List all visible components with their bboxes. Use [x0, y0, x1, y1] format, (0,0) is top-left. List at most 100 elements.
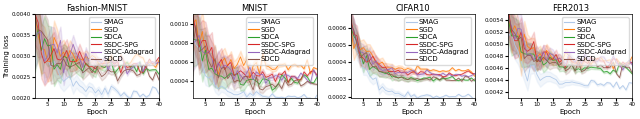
SGD [250, 65, 257, 67]
SDCA [350, 35, 358, 37]
SDCD [517, 36, 525, 38]
SDCD [297, 85, 305, 87]
SSDC-SPG [202, 40, 209, 41]
SSDC-Adagrad [95, 60, 102, 62]
SGD [133, 53, 141, 54]
SSDC-Adagrad [628, 64, 636, 66]
SDCD [391, 77, 399, 78]
SMAG [612, 81, 620, 83]
SGD [508, 32, 515, 34]
SMAG [549, 77, 557, 79]
SDCA [291, 82, 298, 83]
SSDC-Adagrad [237, 74, 244, 76]
SSDC-Adagrad [455, 74, 463, 75]
SGD [527, 48, 534, 50]
SDCD [253, 76, 260, 77]
SDCA [72, 64, 80, 65]
SMAG [449, 96, 456, 97]
SSDC-SPG [581, 61, 589, 62]
SSDC-Adagrad [508, 26, 515, 27]
SDCD [511, 33, 518, 34]
SSDC-Adagrad [575, 55, 582, 56]
SDCD [524, 54, 531, 56]
SMAG [31, 40, 39, 41]
SSDC-SPG [436, 74, 444, 75]
SDCD [44, 39, 52, 41]
SSDC-Adagrad [347, 26, 355, 27]
SMAG [275, 97, 282, 98]
SDCD [294, 79, 301, 80]
SMAG [559, 83, 566, 85]
SSDC-SPG [265, 75, 273, 77]
SSDC-Adagrad [593, 61, 601, 63]
SSDC-Adagrad [294, 78, 301, 79]
SSDC-Adagrad [202, 53, 209, 55]
SGD [565, 55, 573, 57]
SMAG [622, 89, 630, 91]
SSDC-SPG [559, 59, 566, 61]
Line: SSDC-SPG: SSDC-SPG [35, 14, 159, 73]
SDCA [385, 72, 392, 73]
SSDC-SPG [366, 60, 374, 61]
SSDC-Adagrad [426, 72, 434, 73]
SGD [139, 57, 147, 59]
SMAG [568, 81, 576, 83]
SDCD [587, 60, 595, 62]
SSDC-Adagrad [152, 63, 159, 64]
SDCD [111, 71, 118, 72]
SMAG [593, 84, 601, 86]
SDCA [549, 60, 557, 61]
SSDC-Adagrad [224, 66, 232, 67]
SDCD [47, 64, 54, 66]
SGD [66, 50, 74, 51]
SMAG [423, 94, 431, 96]
SSDC-Adagrad [211, 73, 219, 74]
SSDC-SPG [420, 72, 428, 73]
SSDC-SPG [546, 58, 554, 60]
SGD [458, 70, 466, 72]
SDCA [35, 29, 42, 30]
SSDC-SPG [378, 67, 386, 68]
SDCA [287, 78, 295, 79]
SMAG [192, 44, 200, 45]
SMAG [202, 75, 209, 77]
SDCD [300, 83, 308, 85]
SGD [397, 67, 405, 69]
SMAG [584, 85, 592, 87]
SDCA [101, 67, 109, 68]
SMAG [546, 76, 554, 77]
SDCD [628, 72, 636, 74]
SDCA [397, 76, 405, 78]
SSDC-SPG [410, 71, 418, 72]
SSDC-SPG [572, 61, 579, 62]
SSDC-Adagrad [41, 61, 49, 62]
SMAG [66, 75, 74, 77]
SSDC-Adagrad [101, 57, 109, 58]
SMAG [426, 95, 434, 96]
SMAG [410, 94, 418, 95]
SSDC-SPG [520, 48, 528, 49]
SSDC-SPG [353, 35, 361, 37]
SSDC-Adagrad [369, 64, 377, 65]
SDCA [404, 79, 412, 80]
SSDC-SPG [375, 64, 383, 65]
SSDC-Adagrad [596, 56, 604, 58]
SDCA [504, 19, 512, 20]
Title: FER2013: FER2013 [552, 4, 589, 13]
SGD [92, 57, 99, 58]
SDCA [536, 56, 544, 57]
SMAG [504, 36, 512, 37]
SSDC-SPG [211, 71, 219, 73]
SMAG [606, 82, 614, 84]
SDCD [234, 80, 241, 81]
SGD [612, 58, 620, 59]
SDCA [189, 38, 196, 40]
SDCA [391, 75, 399, 77]
SSDC-SPG [313, 74, 321, 75]
SSDC-Adagrad [413, 74, 421, 75]
SSDC-SPG [155, 57, 163, 58]
SDCA [363, 55, 371, 56]
SMAG [310, 100, 317, 102]
SSDC-SPG [108, 61, 115, 62]
SDCA [388, 76, 396, 78]
